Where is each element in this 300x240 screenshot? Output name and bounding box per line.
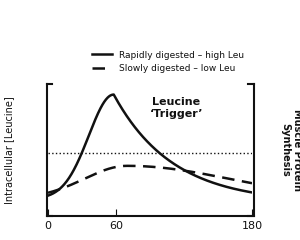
Text: Leucine
‘Trigger’: Leucine ‘Trigger’ — [150, 97, 203, 119]
Text: Intracellular [Leucine]: Intracellular [Leucine] — [4, 96, 14, 204]
Legend: Rapidly digested – high Leu, Slowly digested – low Leu: Rapidly digested – high Leu, Slowly dige… — [88, 47, 247, 77]
Text: Muscle Protein
Synthesis: Muscle Protein Synthesis — [280, 109, 300, 191]
